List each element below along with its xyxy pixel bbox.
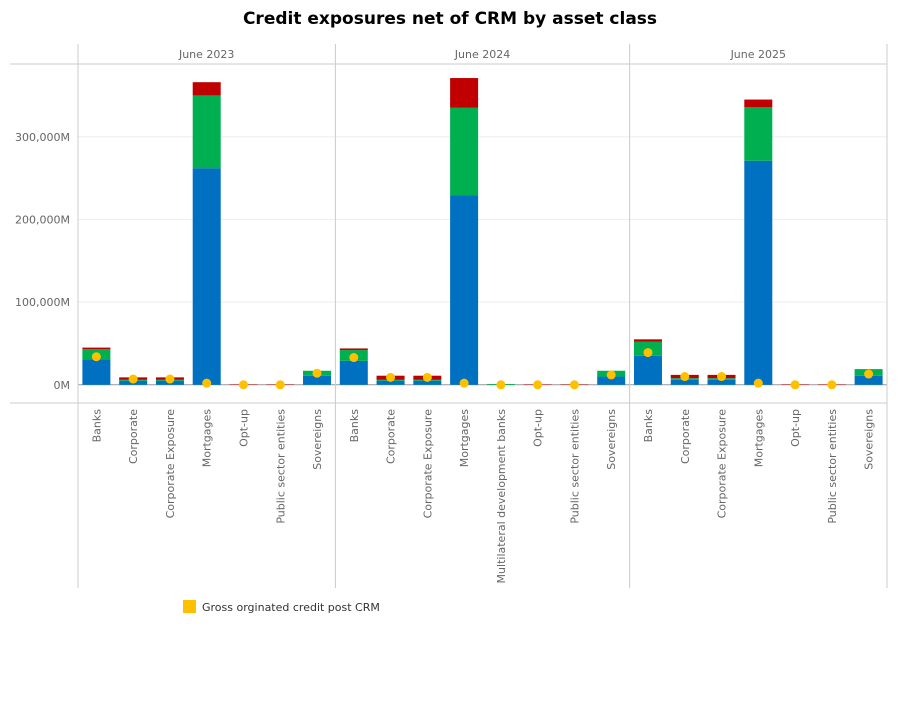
marker [791,380,800,389]
bar-segment [450,108,478,196]
x-tick-label: Mortgages [458,409,471,468]
marker [202,379,211,388]
x-tick-label: Public sector entities [568,409,581,524]
x-tick-label: Sovereigns [605,409,618,470]
marker [754,379,763,388]
marker [680,372,689,381]
bar-segment [193,168,221,385]
marker [864,370,873,379]
x-tick-label: Corporate [679,409,692,464]
bar-segment [340,361,368,385]
marker [239,380,248,389]
x-tick-label: Sovereigns [863,409,876,470]
legend-swatch [183,600,196,613]
y-tick-label: 200,000M [15,213,70,226]
chart-title: Credit exposures net of CRM by asset cla… [243,9,657,29]
panel-header: June 2025 [730,48,786,61]
marker [643,348,652,357]
marker [496,380,505,389]
x-tick-label: Banks [642,409,655,443]
y-tick-label: 300,000M [15,131,70,144]
marker [92,352,101,361]
x-tick-label: Corporate [127,409,140,464]
x-tick-label: Multilateral development banks [495,409,508,584]
x-tick-label: Public sector entities [826,409,839,524]
x-tick-label: Mortgages [201,409,214,468]
y-tick-label: 0M [54,379,71,392]
x-tick-label: Corporate [385,409,398,464]
marker [570,380,579,389]
marker [607,370,616,379]
marker [349,353,358,362]
bar-segment [193,95,221,168]
marker [460,379,469,388]
bar-segment [340,348,368,350]
x-tick-label: Opt-up [789,409,802,447]
bar-segment [634,356,662,385]
marker [533,380,542,389]
x-tick-label: Sovereigns [311,409,324,470]
marker [129,375,138,384]
x-tick-label: Opt-up [237,409,250,447]
bar-segment [82,348,110,350]
x-tick-label: Mortgages [752,409,765,468]
x-tick-label: Banks [90,409,103,443]
x-tick-label: Corporate Exposure [421,409,434,519]
marker [827,380,836,389]
x-tick-label: Opt-up [532,409,545,447]
panel-header: June 2023 [178,48,234,61]
bar-segment [450,78,478,108]
bar-segment [744,107,772,161]
x-tick-label: Corporate Exposure [716,409,729,519]
x-tick-label: Banks [348,409,361,443]
bar-segment [450,195,478,384]
panel-header: June 2024 [454,48,510,61]
marker [276,380,285,389]
marker [386,373,395,382]
x-tick-label: Corporate Exposure [164,409,177,519]
marker [423,373,432,382]
bar-segment [744,100,772,107]
bar-segment [82,359,110,385]
legend-label: Gross orginated credit post CRM [202,601,380,614]
bar-segment [193,82,221,95]
marker [165,375,174,384]
x-tick-label: Public sector entities [274,409,287,524]
bar-segment [634,339,662,341]
bar-segment [744,161,772,385]
y-tick-label: 100,000M [15,296,70,309]
marker [717,372,726,381]
marker [313,369,322,378]
